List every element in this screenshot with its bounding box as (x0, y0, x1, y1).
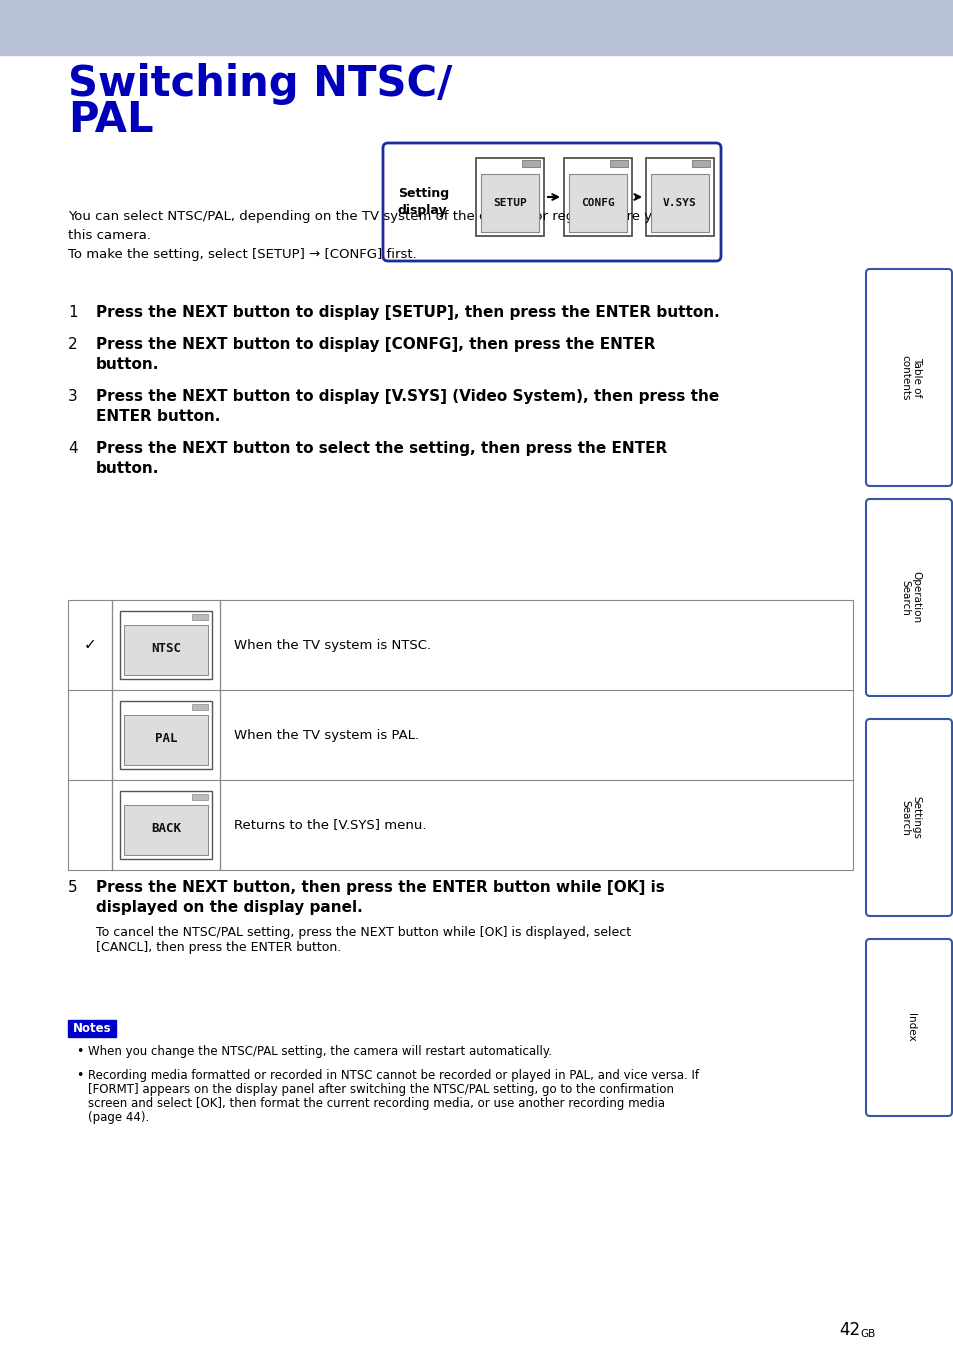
Bar (609, 160, 627, 167)
Text: button.: button. (96, 461, 159, 476)
Text: NTSC: NTSC (151, 642, 181, 654)
Bar (480, 174, 538, 231)
Bar (650, 174, 708, 231)
Text: PAL: PAL (154, 731, 177, 745)
Text: When the TV system is NTSC.: When the TV system is NTSC. (233, 638, 431, 652)
Text: 4: 4 (68, 441, 77, 456)
Bar (124, 715, 208, 765)
Bar (192, 794, 208, 799)
Text: Press the NEXT button, then press the ENTER button while [OK] is: Press the NEXT button, then press the EN… (96, 880, 664, 895)
Bar (120, 791, 212, 858)
Bar (68, 1020, 116, 1036)
Text: 2: 2 (68, 337, 77, 352)
Text: SETUP: SETUP (493, 199, 526, 208)
Text: BACK: BACK (151, 821, 181, 835)
Text: 1: 1 (68, 305, 77, 320)
Text: Press the NEXT button to display [CONFG], then press the ENTER: Press the NEXT button to display [CONFG]… (96, 337, 655, 352)
Text: CONFG: CONFG (580, 199, 615, 208)
Bar (521, 160, 539, 167)
Bar (476, 157, 543, 235)
Text: Press the NEXT button to select the setting, then press the ENTER: Press the NEXT button to select the sett… (96, 441, 666, 456)
Text: ✓: ✓ (84, 638, 96, 653)
Bar (68, 600, 852, 871)
Text: ENTER button.: ENTER button. (96, 409, 220, 424)
Text: Returns to the [V.SYS] menu.: Returns to the [V.SYS] menu. (233, 819, 426, 831)
Bar (563, 157, 631, 235)
Text: To cancel the NTSC/PAL setting, press the NEXT button while [OK] is displayed, s: To cancel the NTSC/PAL setting, press th… (96, 925, 631, 939)
Text: When the TV system is PAL.: When the TV system is PAL. (233, 728, 418, 742)
Bar (124, 805, 208, 856)
Text: Recording media formatted or recorded in NTSC cannot be recorded or played in PA: Recording media formatted or recorded in… (88, 1069, 699, 1082)
FancyBboxPatch shape (865, 939, 951, 1116)
Text: Table of
contents: Table of contents (900, 355, 921, 400)
Bar (568, 174, 626, 231)
Text: screen and select [OK], then format the current recording media, or use another : screen and select [OK], then format the … (88, 1097, 664, 1110)
Text: •: • (76, 1045, 83, 1058)
Text: •: • (76, 1069, 83, 1082)
Bar (645, 157, 713, 235)
Text: Switching NTSC/: Switching NTSC/ (68, 63, 452, 105)
Bar (192, 704, 208, 711)
Bar (124, 626, 208, 675)
Text: Settings
Search: Settings Search (900, 795, 921, 839)
Text: V.SYS: V.SYS (662, 199, 696, 208)
Text: GB: GB (859, 1329, 874, 1339)
Text: Press the NEXT button to display [SETUP], then press the ENTER button.: Press the NEXT button to display [SETUP]… (96, 305, 719, 320)
Text: 5: 5 (68, 880, 77, 895)
Text: When you change the NTSC/PAL setting, the camera will restart automatically.: When you change the NTSC/PAL setting, th… (88, 1045, 552, 1058)
Bar (192, 615, 208, 620)
Text: You can select NTSC/PAL, depending on the TV system of the country or region whe: You can select NTSC/PAL, depending on th… (68, 209, 696, 261)
FancyBboxPatch shape (865, 268, 951, 486)
FancyBboxPatch shape (865, 498, 951, 695)
Text: (page 44).: (page 44). (88, 1112, 149, 1124)
Bar (120, 611, 212, 679)
Bar (691, 160, 709, 167)
Text: Operation
Search: Operation Search (900, 571, 921, 623)
FancyBboxPatch shape (382, 142, 720, 261)
Text: 42: 42 (838, 1321, 859, 1339)
Text: 3: 3 (68, 389, 77, 404)
Bar (120, 701, 212, 769)
Text: [CANCL], then press the ENTER button.: [CANCL], then press the ENTER button. (96, 941, 341, 954)
Text: [FORMT] appears on the display panel after switching the NTSC/PAL setting, go to: [FORMT] appears on the display panel aft… (88, 1083, 673, 1097)
Text: Index: Index (905, 1013, 915, 1042)
Text: Press the NEXT button to display [V.SYS] (Video System), then press the: Press the NEXT button to display [V.SYS]… (96, 389, 719, 404)
Text: button.: button. (96, 357, 159, 372)
Text: displayed on the display panel.: displayed on the display panel. (96, 899, 362, 914)
Text: Setting
display: Setting display (397, 188, 449, 218)
Bar (0, 0, 953, 55)
Text: PAL: PAL (68, 99, 153, 141)
Text: Notes: Notes (72, 1023, 112, 1035)
FancyBboxPatch shape (865, 719, 951, 916)
